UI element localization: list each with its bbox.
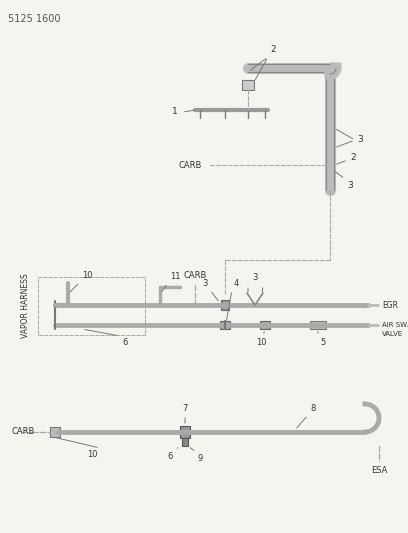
Text: 3: 3 [357, 135, 363, 144]
Text: VALVE: VALVE [382, 331, 403, 337]
Bar [221, 300, 229, 310]
Bar [242, 80, 254, 90]
Text: 10: 10 [87, 450, 98, 459]
Text: 10: 10 [256, 338, 266, 347]
Text: 3: 3 [252, 273, 258, 282]
Text: 3: 3 [203, 279, 208, 288]
Text: 6: 6 [122, 338, 127, 347]
Text: AIR SW.: AIR SW. [382, 322, 408, 328]
Text: CARB: CARB [11, 427, 35, 437]
Text: 11: 11 [170, 272, 180, 281]
Text: 7: 7 [182, 404, 188, 413]
Text: 8: 8 [310, 404, 315, 413]
Text: 4: 4 [234, 279, 239, 288]
Bar [310, 321, 326, 329]
Text: EGR: EGR [382, 301, 398, 310]
Text: 2: 2 [350, 154, 356, 163]
Text: CARB: CARB [179, 160, 202, 169]
Bar [220, 321, 230, 329]
Text: CARB: CARB [183, 271, 207, 280]
Text: 5125 1600: 5125 1600 [8, 14, 60, 24]
Text: ESA: ESA [371, 466, 387, 475]
Bar [182, 438, 188, 446]
Text: 3: 3 [347, 181, 353, 190]
Text: 5: 5 [320, 338, 325, 347]
Text: 6: 6 [168, 452, 173, 461]
Text: 1: 1 [172, 108, 178, 117]
Text: VAPOR HARNESS: VAPOR HARNESS [20, 273, 29, 338]
Text: 10: 10 [82, 271, 93, 280]
Bar [180, 426, 190, 438]
Bar [260, 321, 270, 329]
Text: 9: 9 [198, 454, 203, 463]
Bar [50, 427, 60, 437]
Text: 2: 2 [270, 45, 276, 54]
